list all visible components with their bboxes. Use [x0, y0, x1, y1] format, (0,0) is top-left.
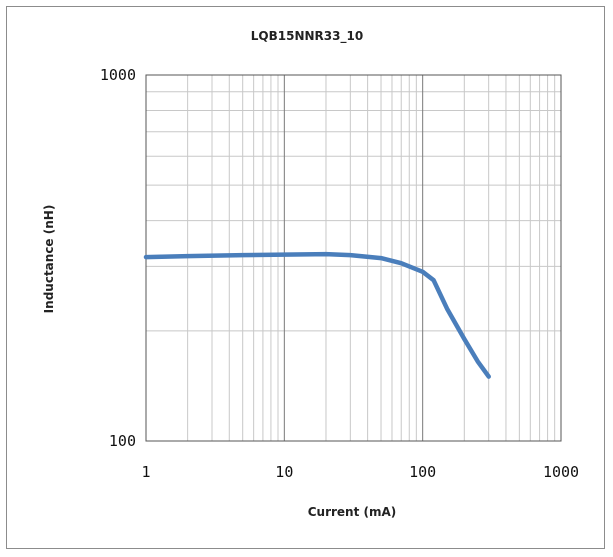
x-tick-label: 100 [409, 463, 436, 481]
plot-area-border [145, 74, 562, 442]
tick-labels: 1 10 100 1000 100 1000 [100, 66, 579, 481]
y-tick-label: 1000 [100, 66, 136, 84]
x-tick-label: 1000 [543, 463, 579, 481]
y-tick-label: 100 [109, 432, 136, 450]
x-tick-label: 1 [141, 463, 150, 481]
series-layer [143, 251, 491, 379]
chart-title: LQB15NNR33_10 [251, 29, 363, 44]
series-line [143, 251, 491, 379]
chart-frame [6, 6, 605, 549]
x-axis-label: Current (mA) [308, 505, 397, 519]
x-tick-label: 10 [275, 463, 293, 481]
y-axis-label: Inductance (nH) [42, 205, 56, 314]
grid-minor [146, 75, 561, 441]
